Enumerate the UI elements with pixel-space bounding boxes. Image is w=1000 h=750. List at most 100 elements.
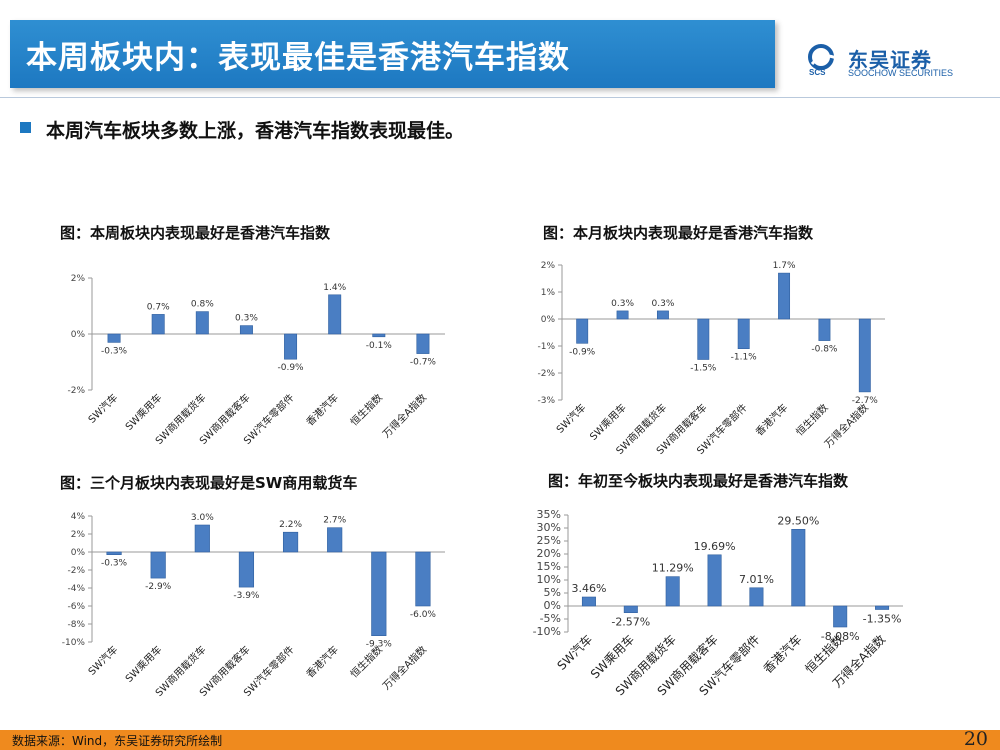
logo-mark-icon: SCS bbox=[808, 44, 837, 76]
data-label: -0.9% bbox=[569, 347, 596, 357]
bar bbox=[833, 605, 848, 628]
bar bbox=[107, 333, 121, 343]
chart-monthly: 2%1%0%-1%-2%-3%-0.9%SW汽车0.3%SW乘用车0.3%SW商… bbox=[537, 261, 885, 457]
bar bbox=[818, 318, 831, 341]
data-label: -0.3% bbox=[101, 559, 128, 569]
logo-english-name: SOOCHOW SECURITIES bbox=[848, 68, 954, 78]
chart-title-ytd: 图：年初至今板块内表现最好是香港汽车指数 bbox=[548, 472, 849, 490]
chart-title-weekly: 图：本周板块内表现最好是香港汽车指数 bbox=[60, 224, 331, 242]
bar bbox=[737, 318, 750, 350]
category-label: 万得全A指数 bbox=[380, 643, 429, 692]
y-tick-label: 0% bbox=[71, 330, 86, 340]
page-number: 20 bbox=[963, 728, 988, 750]
y-tick-label: -10% bbox=[62, 638, 86, 648]
data-label: 0.3% bbox=[611, 299, 634, 309]
data-label: -2.9% bbox=[145, 582, 172, 592]
data-label: 7.01% bbox=[739, 573, 774, 586]
category-label: 香港汽车 bbox=[303, 391, 340, 428]
y-tick-label: 15% bbox=[537, 560, 561, 573]
bar bbox=[151, 314, 165, 335]
y-tick-label: -4% bbox=[67, 584, 85, 594]
bar bbox=[372, 333, 386, 338]
category-label: 恒生指数 bbox=[793, 401, 830, 438]
bar bbox=[581, 596, 596, 607]
bar bbox=[616, 310, 629, 320]
summary-text: 本周汽车板块多数上涨，香港汽车指数表现最佳。 bbox=[46, 120, 465, 142]
data-label: -3.9% bbox=[233, 591, 260, 601]
y-tick-label: 5% bbox=[544, 586, 561, 599]
bar bbox=[749, 587, 764, 607]
data-label: 11.29% bbox=[652, 562, 694, 575]
data-label: 3.0% bbox=[191, 513, 214, 523]
page-title: 本周板块内：表现最佳是香港汽车指数 bbox=[26, 40, 570, 76]
bar bbox=[791, 528, 806, 607]
bar bbox=[284, 333, 298, 360]
data-label: -0.9% bbox=[278, 363, 305, 373]
bar bbox=[576, 318, 589, 344]
category-label: 香港汽车 bbox=[753, 401, 790, 438]
y-tick-label: 2% bbox=[541, 261, 556, 271]
bar bbox=[697, 318, 710, 360]
bullet-square-icon bbox=[20, 122, 31, 133]
y-tick-label: -8% bbox=[67, 620, 85, 630]
data-label: -0.8% bbox=[811, 345, 838, 355]
data-label: -9.3% bbox=[366, 640, 393, 650]
bar bbox=[328, 294, 342, 335]
y-tick-label: 0% bbox=[544, 599, 561, 612]
data-label: 3.46% bbox=[571, 582, 606, 595]
data-label: -0.1% bbox=[366, 341, 393, 351]
title-bar: 本周板块内：表现最佳是香港汽车指数 bbox=[10, 20, 775, 88]
data-label: 0.3% bbox=[235, 314, 258, 324]
bar bbox=[371, 551, 387, 636]
y-tick-label: 1% bbox=[541, 288, 556, 298]
header-divider bbox=[0, 97, 1000, 98]
data-label: -1.1% bbox=[731, 353, 758, 363]
data-label: 29.50% bbox=[777, 514, 819, 527]
y-tick-label: -1% bbox=[537, 342, 555, 352]
bar bbox=[656, 310, 669, 320]
bar bbox=[665, 576, 680, 607]
bar bbox=[623, 605, 638, 613]
data-label: -0.3% bbox=[101, 346, 128, 356]
category-label: SW汽车 bbox=[85, 643, 120, 678]
y-tick-label: 10% bbox=[537, 573, 561, 586]
bar bbox=[150, 551, 166, 579]
data-label: 19.69% bbox=[694, 540, 736, 553]
category-label: SW乘用车 bbox=[122, 643, 164, 685]
bar bbox=[194, 524, 210, 553]
category-label: SW汽车 bbox=[553, 401, 588, 436]
y-tick-label: -2% bbox=[67, 566, 85, 576]
chart-weekly: 2%0%-2%-0.3%SW汽车0.7%SW乘用车0.8%SW商用载货车0.3%… bbox=[67, 274, 445, 447]
data-label: 0.8% bbox=[191, 300, 214, 310]
category-label: SW乘用车 bbox=[122, 391, 164, 433]
y-tick-label: 35% bbox=[537, 508, 561, 521]
data-label: -8.08% bbox=[821, 630, 860, 643]
data-label: -0.7% bbox=[410, 358, 437, 368]
y-tick-label: 20% bbox=[537, 547, 561, 560]
y-tick-label: 25% bbox=[537, 534, 561, 547]
data-label: 2.7% bbox=[323, 516, 346, 526]
y-tick-label: 0% bbox=[71, 548, 86, 558]
data-label: 0.7% bbox=[147, 302, 170, 312]
data-label: -2.7% bbox=[852, 396, 879, 406]
logo-chinese-name: 东吴证券 bbox=[848, 48, 932, 72]
y-tick-label: -10% bbox=[533, 625, 561, 638]
data-label: 0.3% bbox=[652, 299, 675, 309]
bar bbox=[875, 605, 890, 610]
chart-title-three-month: 图：三个月板块内表现最好是SW商用载货车 bbox=[60, 474, 358, 492]
data-label: -1.35% bbox=[863, 613, 902, 626]
data-label: -1.5% bbox=[690, 364, 717, 374]
chart-three-month: 4% 2% 0% -2% -4% -6% -8% -10% -0.3% SW汽车 -2.9% SW乘用… bbox=[62, 512, 445, 699]
bar bbox=[707, 554, 722, 607]
data-label: 1.4% bbox=[323, 283, 346, 293]
category-label: SW乘用车 bbox=[587, 401, 629, 443]
y-tick-label: -2% bbox=[67, 386, 85, 396]
bar bbox=[106, 551, 122, 555]
bar bbox=[416, 333, 430, 354]
data-label: -6.0% bbox=[410, 610, 437, 620]
category-label: 万得全A指数 bbox=[380, 391, 429, 440]
chart-title-monthly: 图：本月板块内表现最好是香港汽车指数 bbox=[543, 224, 814, 242]
data-label: 2.2% bbox=[279, 520, 302, 530]
bar bbox=[239, 325, 253, 335]
y-tick-label: 0% bbox=[541, 315, 556, 325]
